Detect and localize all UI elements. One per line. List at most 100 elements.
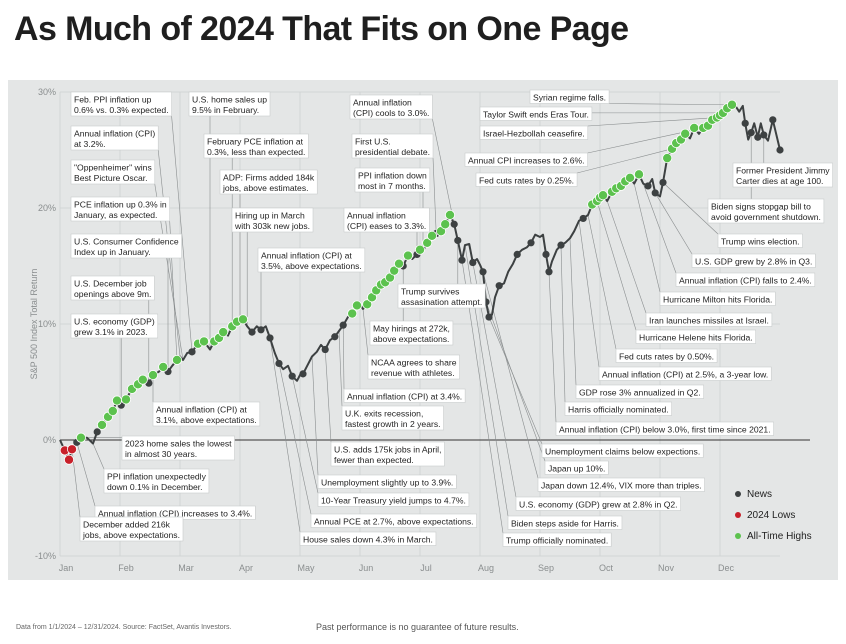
annotation-leader <box>269 337 301 533</box>
annotation-text: Annual inflation (CPI) <box>74 128 155 138</box>
annotation-text: U.S. home sales up <box>192 94 267 104</box>
annotation-text: Fed cuts rates by 0.50%. <box>619 351 714 361</box>
annotation: Trump wins election. <box>717 233 803 248</box>
y-tick-label: 20% <box>38 203 56 213</box>
annotation-text: Annual inflation (CPI) increases to 3.4%… <box>98 508 252 518</box>
annotation-box <box>502 532 612 547</box>
annotation-box <box>717 233 803 248</box>
marker-all-time-high <box>237 314 248 325</box>
marker-news <box>644 182 652 190</box>
marker-all-time-high <box>347 308 358 319</box>
annotation-text: with 303k new jobs. <box>234 221 310 231</box>
annotation-leader <box>654 192 693 255</box>
annotation: Annual inflation(CPI) cools to 3.0%. <box>349 94 433 120</box>
marker-all-time-high <box>444 209 455 220</box>
annotation-text: Iran launches missiles at Israel. <box>649 315 769 325</box>
annotation-box <box>475 172 578 187</box>
annotation-text: (CPI) eases to 3.3%. <box>347 221 426 231</box>
annotation-text: Annual inflation (CPI) at 3.4%. <box>347 391 462 401</box>
x-tick-label: Oct <box>599 563 614 573</box>
annotation-box <box>219 169 318 195</box>
annotation-text: jobs, above expectations. <box>82 530 180 540</box>
annotation-leader <box>291 376 319 494</box>
annotation-leader <box>548 271 557 423</box>
annotation-box <box>70 233 182 259</box>
marker-news <box>454 236 462 245</box>
annotation-leader <box>92 443 105 470</box>
marker-all-time-high <box>158 361 169 372</box>
marker-all-time-high <box>662 153 673 164</box>
annotation-text: Unemployment claims below expections. <box>545 446 700 456</box>
annotation-text: Taylor Swift ends Eras Tour. <box>483 109 589 119</box>
annotation-box <box>564 401 672 416</box>
annotation: First U.S.presidential debate. <box>351 133 434 159</box>
annotation-text: U.S. economy (GDP) grew at 2.8% in Q2. <box>519 499 678 509</box>
marker-news <box>651 189 659 197</box>
x-tick-label: Jan <box>59 563 74 573</box>
marker-all-time-high <box>362 299 373 310</box>
annotation-leader <box>642 183 677 274</box>
x-tick-label: Nov <box>658 563 675 573</box>
annotation-leader <box>338 330 343 407</box>
marker-news <box>339 321 347 329</box>
annotation-text: 0.6% vs. 0.3% expected. <box>74 105 169 115</box>
annotation-box <box>317 474 457 489</box>
marker-all-time-high <box>147 370 158 381</box>
annotation-box <box>507 515 623 530</box>
annotation: House sales down 4.3% in March. <box>299 531 437 546</box>
annotation-leader <box>278 363 312 515</box>
marker-news <box>542 250 550 258</box>
marker-all-time-high <box>351 300 362 311</box>
annotation-box <box>615 348 718 363</box>
annotation-box <box>152 401 261 427</box>
marker-news <box>275 359 283 368</box>
annotation-leader <box>488 316 543 445</box>
page-title: As Much of 2024 That Fits on One Page <box>14 10 629 48</box>
annotation-box <box>330 441 445 467</box>
annotation: Annual inflation (CPI) below 3.0%, first… <box>555 421 774 436</box>
annotation-text: avoid government shutdown. <box>711 212 821 222</box>
marker-news <box>659 178 667 187</box>
annotation-text: Japan down 12.4%, VIX more than triples. <box>541 480 702 490</box>
x-tick-label: Jun <box>359 563 374 573</box>
annotation-box <box>354 167 431 193</box>
legend-label: News <box>747 489 772 500</box>
marker-news <box>188 348 196 356</box>
annotation-boxes: Feb. PPI inflation up0.6% vs. 0.3% expec… <box>70 89 833 547</box>
annotation-box <box>257 247 366 273</box>
legend-swatch <box>735 533 741 539</box>
annotation-text: First U.S. <box>355 136 391 146</box>
annotation-leader <box>662 182 719 235</box>
annotation-leader <box>587 214 617 350</box>
annotation-text: Biden steps aside for Harris. <box>511 518 619 528</box>
marker-all-time-high <box>171 354 182 365</box>
marker-news <box>479 268 487 276</box>
annotation-text: Annual inflation (CPI) at <box>261 250 352 260</box>
annotation-text: jobs, above estimates. <box>222 183 309 193</box>
annotation-box <box>349 94 433 120</box>
annotation-box <box>397 283 486 309</box>
legend-swatch <box>735 491 741 497</box>
annotation-leader <box>432 118 455 225</box>
annotation-text: Hurricane Helene hits Florida. <box>639 332 753 342</box>
annotation-leader <box>633 183 661 293</box>
annotation-text: Japan up 10%. <box>548 463 605 473</box>
annotation: Syrian regime falls. <box>529 89 610 104</box>
annotation: Hurricane Helene hits Florida. <box>635 329 756 344</box>
annotation-text: revenue with athletes. <box>371 368 455 378</box>
annotation-box <box>541 443 704 458</box>
annotation-box <box>310 513 477 528</box>
annotation: Annual inflation (CPI) falls to 2.4%. <box>675 272 816 287</box>
annotation-text: Annual PCE at 2.7%, above expectations. <box>314 516 474 526</box>
annotation: February PCE inflation at0.3%, less than… <box>203 133 309 159</box>
marker-all-time-high <box>76 432 87 443</box>
x-tick-label: Aug <box>478 563 494 573</box>
annotation-leader <box>311 356 319 476</box>
annotation: U.S. GDP grew by 2.8% in Q3. <box>691 253 816 268</box>
